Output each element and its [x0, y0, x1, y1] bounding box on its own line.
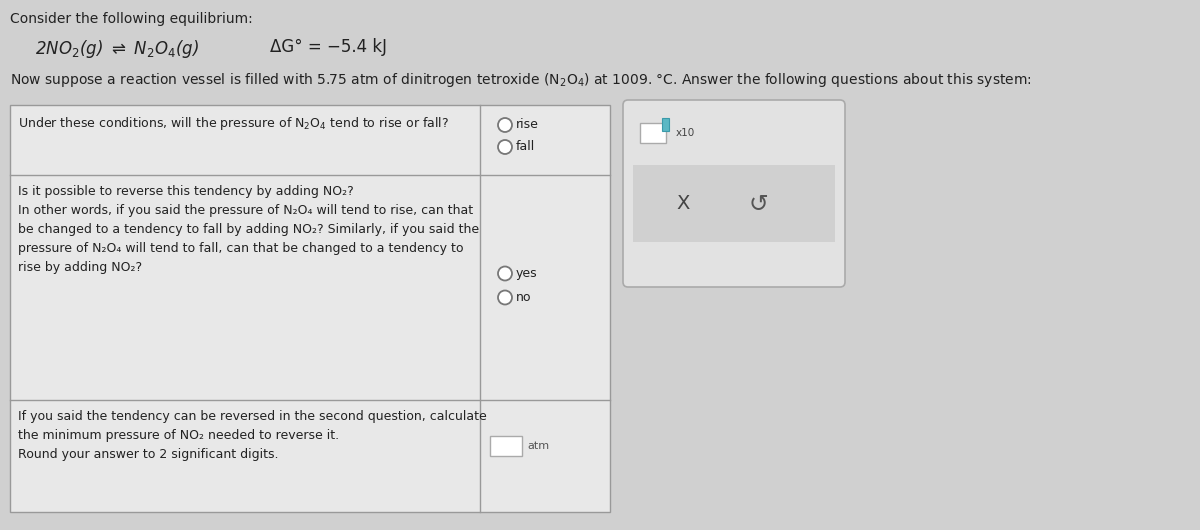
Bar: [640, 123, 666, 143]
Text: yes: yes: [516, 267, 538, 280]
Text: rise: rise: [516, 119, 539, 131]
Text: no: no: [516, 291, 532, 304]
Text: atm: atm: [527, 441, 550, 451]
Text: rise by adding NO₂?: rise by adding NO₂?: [18, 261, 142, 274]
FancyBboxPatch shape: [623, 100, 845, 287]
Bar: [10, 105, 610, 512]
Text: be changed to a tendency to fall by adding NO₂? Similarly, if you said the: be changed to a tendency to fall by addi…: [18, 223, 479, 236]
Bar: [490, 436, 522, 456]
Text: x10: x10: [676, 128, 695, 138]
Circle shape: [498, 140, 512, 154]
Text: the minimum pressure of NO₂ needed to reverse it.: the minimum pressure of NO₂ needed to re…: [18, 429, 340, 442]
Text: Is it possible to reverse this tendency by adding NO₂?: Is it possible to reverse this tendency …: [18, 185, 354, 198]
Text: pressure of N₂O₄ will tend to fall, can that be changed to a tendency to: pressure of N₂O₄ will tend to fall, can …: [18, 242, 463, 255]
Text: If you said the tendency can be reversed in the second question, calculate: If you said the tendency can be reversed…: [18, 410, 487, 423]
Text: X: X: [677, 194, 690, 213]
Text: ΔG° = −5.4 kJ: ΔG° = −5.4 kJ: [270, 38, 386, 56]
Text: Under these conditions, will the pressure of N$_2$O$_4$ tend to rise or fall?: Under these conditions, will the pressur…: [18, 115, 449, 132]
Circle shape: [498, 290, 512, 305]
Text: Consider the following equilibrium:: Consider the following equilibrium:: [10, 12, 253, 26]
Text: Round your answer to 2 significant digits.: Round your answer to 2 significant digit…: [18, 448, 278, 461]
Bar: [662, 118, 670, 131]
Text: In other words, if you said the pressure of N₂O₄ will tend to rise, can that: In other words, if you said the pressure…: [18, 204, 473, 217]
Text: 2NO$_2$(g) $\rightleftharpoons$ N$_2$O$_4$(g): 2NO$_2$(g) $\rightleftharpoons$ N$_2$O$_…: [35, 38, 199, 60]
Text: fall: fall: [516, 140, 535, 154]
Text: Now suppose a reaction vessel is filled with 5.75 atm of dinitrogen tetroxide (N: Now suppose a reaction vessel is filled …: [10, 71, 1032, 89]
Text: ↺: ↺: [748, 191, 768, 216]
Circle shape: [498, 118, 512, 132]
Bar: [634, 165, 835, 242]
Circle shape: [498, 267, 512, 280]
